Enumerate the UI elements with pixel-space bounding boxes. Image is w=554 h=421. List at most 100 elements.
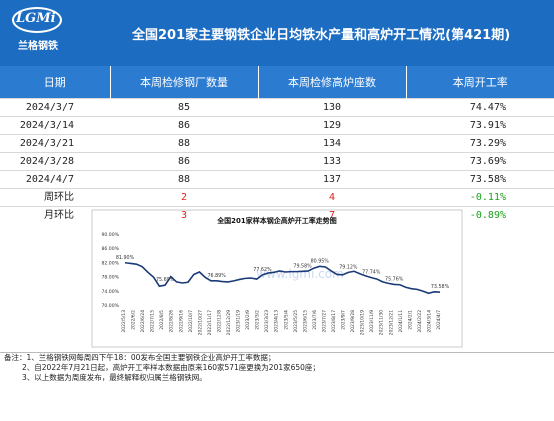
row-mills: 88 — [110, 170, 258, 189]
row-rate: 74.47% — [406, 98, 554, 117]
row-rate: 73.91% — [406, 116, 554, 135]
row-date: 2024/3/21 — [0, 134, 110, 153]
row-rate: 73.29% — [406, 134, 554, 153]
row-mills: 86 — [110, 116, 258, 135]
x-tick-label: 2023/7/6 — [312, 310, 318, 330]
x-tick-label: 2022/8/5 — [159, 310, 165, 330]
x-tick-label: 2023/8/17 — [331, 310, 337, 333]
x-tick-label: 2023/5/25 — [293, 310, 299, 333]
note-1: 备注：1、兰格钢铁网每周四下午18：00发布全国主要钢铁企业高炉开工率数据； — [4, 353, 276, 362]
column-header-furnaces: 本周检修高炉座数 — [258, 66, 407, 99]
summary-mills: 2 — [110, 188, 258, 207]
data-labels: 81.90% 75.69% 76.89% 77.62% 79.58%80.95% 79.1… — [116, 255, 450, 290]
table-row: 2024/3/21 88 134 73.29% — [0, 134, 554, 153]
x-tick-label: 2023/12/21 — [388, 310, 394, 336]
data-label: 79.58% — [293, 263, 312, 269]
x-tick-label: 2022/12/8 — [216, 310, 222, 333]
chart-container: 全国201家样本钢企高炉开工率走势图 www.lgmi.com 90.00% 86… — [0, 208, 554, 348]
summary-rate: -0.89% — [406, 206, 554, 224]
page-title: 全国201家主要钢铁企业日均铁水产量和高炉开工情况(第421期) — [132, 28, 511, 43]
line-chart: 全国201家样本钢企高炉开工率走势图 www.lgmi.com 90.00%86… — [91, 209, 463, 348]
y-tick-label: 82.00% — [101, 260, 119, 266]
x-tick-label: 2023/4/13 — [274, 310, 280, 333]
x-tick-label: 2023/3/2 — [255, 310, 261, 330]
x-tick-label: 2022/6/24 — [140, 310, 146, 333]
data-label: 81.90% — [116, 255, 135, 261]
table-row: 2024/4/7 88 137 73.58% — [0, 170, 554, 189]
x-axis: 2022/5/13 2022/6/2 2022/6/24 2022/7/15 2022/… — [121, 310, 442, 336]
data-label: 77.74% — [362, 270, 381, 276]
row-date: 2024/4/7 — [0, 170, 110, 189]
x-tick-label: 2023/5/4 — [283, 310, 289, 330]
table-row: 2024/3/28 86 133 73.69% — [0, 152, 554, 171]
note-2: 2、自2022年7月21日起，高炉开工率样本数据由原来160家571座更换为20… — [22, 363, 320, 372]
row-rate: 73.58% — [406, 170, 554, 189]
x-tick-label: 2023/1/19 — [236, 310, 242, 333]
chart-frame — [91, 209, 463, 348]
x-tick-label: 2023/7/27 — [321, 310, 327, 333]
summary-row-weekly: 周环比 2 4 -0.11% — [0, 188, 554, 207]
x-tick-label: 2022/10/7 — [188, 310, 194, 333]
y-tick-label: 78.00% — [101, 275, 119, 281]
data-label: 79.12% — [339, 264, 358, 270]
x-tick-label: 2024/1/11 — [398, 310, 404, 333]
summary-furnaces: 7 — [258, 206, 406, 224]
x-tick-label: 2023/2/9 — [245, 310, 251, 330]
y-tick-label: 70.00% — [101, 303, 119, 309]
table-row: 2024/3/14 86 129 73.91% — [0, 116, 554, 135]
note-3: 3、以上数据为周度发布，最终解释权归属兰格钢铁网。 — [22, 373, 207, 382]
row-furnaces: 130 — [258, 98, 406, 117]
y-tick-label: 74.00% — [101, 289, 119, 295]
column-header-mills: 本周检修钢厂数量 — [110, 66, 259, 99]
x-tick-label: 2022/12/29 — [226, 310, 232, 336]
column-header-rate: 本周开工率 — [406, 66, 554, 99]
x-tick-label: 2022/6/2 — [131, 310, 137, 330]
row-date: 2024/3/7 — [0, 98, 110, 117]
x-tick-label: 2023/9/7 — [341, 310, 347, 330]
row-date: 2024/3/14 — [0, 116, 110, 135]
row-mills: 85 — [110, 98, 258, 117]
x-tick-label: 2024/3/14 — [426, 310, 432, 333]
data-label: 75.69% — [156, 277, 175, 283]
x-tick-label: 2023/9/28 — [350, 310, 356, 333]
row-furnaces: 133 — [258, 152, 406, 171]
x-tick-label: 2023/6/15 — [302, 310, 308, 333]
x-tick-label: 2023/3/23 — [264, 310, 270, 333]
summary-furnaces: 4 — [258, 188, 406, 207]
data-label: 76.89% — [207, 273, 226, 279]
summary-label: 周环比 — [0, 188, 110, 207]
row-furnaces: 134 — [258, 134, 406, 153]
summary-mills: 3 — [110, 206, 258, 224]
x-tick-label: 2023/11/9 — [369, 310, 375, 333]
x-tick-label: 2022/9/16 — [178, 310, 184, 333]
logo-ring-icon — [12, 7, 62, 33]
x-tick-label: 2024/2/22 — [417, 310, 423, 333]
notes-section: 备注：1、兰格钢铁网每周四下午18：00发布全国主要钢铁企业高炉开工率数据； 2… — [0, 352, 554, 421]
column-header-date: 日期 — [0, 66, 111, 99]
summary-rate: -0.11% — [406, 188, 554, 207]
logo-text: LGMi — [16, 11, 56, 26]
row-mills: 88 — [110, 134, 258, 153]
lgmi-logo: LGMi 兰格钢铁 — [8, 7, 68, 57]
row-rate: 73.69% — [406, 152, 554, 171]
chart-title: 全国201家样本钢企高炉开工率走势图 — [216, 216, 337, 225]
x-tick-label: 2022/10/27 — [197, 310, 203, 336]
y-axis: 90.00% 86.00% 82.00% 78.00% 74.00% 70.00% — [101, 232, 119, 309]
table-header-row: 日期 本周检修钢厂数量 本周检修高炉座数 本周开工率 — [0, 66, 554, 99]
series-line — [124, 261, 441, 295]
row-furnaces: 137 — [258, 170, 406, 189]
summary-row-monthly: 月环比 3 7 -0.89% — [0, 206, 554, 224]
logo-subtitle: 兰格钢铁 — [18, 41, 58, 52]
row-mills: 86 — [110, 152, 258, 171]
x-tick-label: 2024/4/7 — [436, 310, 442, 330]
x-tick-label: 2023/10/19 — [360, 310, 366, 336]
x-tick-label: 2024/2/1 — [407, 310, 413, 330]
data-label: 77.62% — [253, 267, 272, 273]
x-tick-label: 2022/5/13 — [121, 310, 127, 333]
header-banner: LGMi 兰格钢铁 全国201家主要钢铁企业日均铁水产量和高炉开工情况(第421… — [0, 0, 554, 66]
data-label: 73.58% — [431, 284, 450, 290]
row-date: 2024/3/28 — [0, 152, 110, 171]
table-row: 2024/3/7 85 130 74.47% — [0, 98, 554, 117]
x-tick-label: 2022/7/15 — [150, 310, 156, 333]
